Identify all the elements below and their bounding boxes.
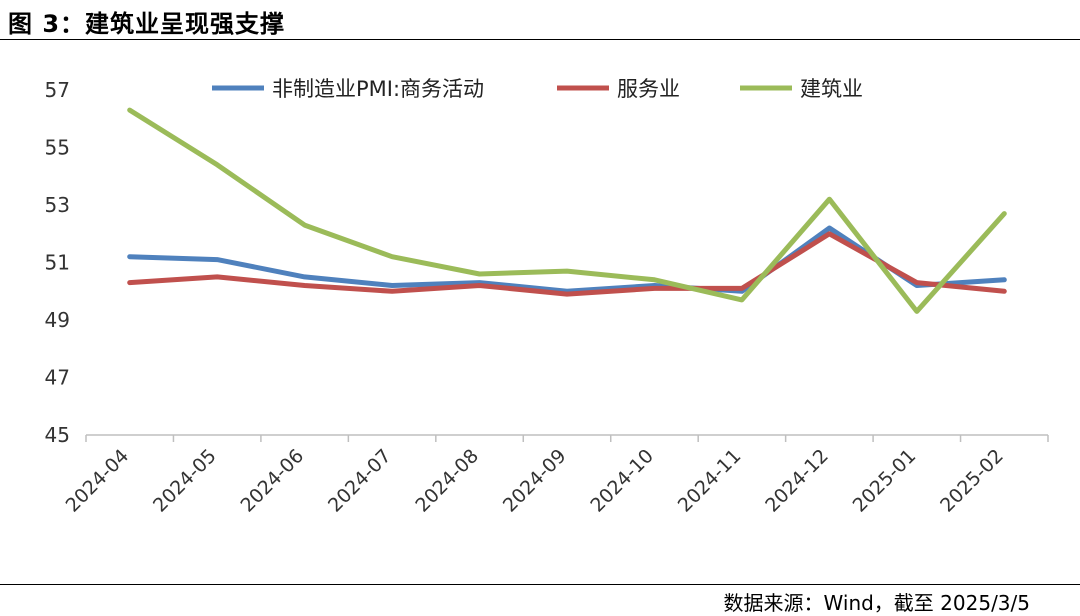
y-tick-label: 53 — [45, 193, 70, 217]
legend: 非制造业PMI:商务活动 服务业 建筑业 — [212, 77, 863, 101]
x-axis: 2024-04 2024-05 2024-06 2024-07 2024-08 2024-… — [62, 434, 1049, 517]
x-tick-label: 2025-01 — [849, 445, 921, 517]
source-rule — [0, 584, 1080, 585]
x-tick-label: 2024-08 — [411, 445, 483, 517]
y-tick-label: 55 — [45, 136, 70, 160]
series-line-2 — [127, 107, 1007, 314]
source-note: 数据来源：Wind，截至 2025/3/5 — [723, 591, 1030, 615]
y-tick-label: 47 — [45, 366, 70, 390]
y-tick-label: 49 — [45, 308, 70, 332]
x-tick-label: 2024-10 — [586, 445, 658, 517]
x-tick-label: 2024-12 — [761, 445, 833, 517]
x-tick-label: 2024-07 — [324, 445, 396, 517]
figure-title: 图 3：建筑业呈现强支撑 — [8, 10, 286, 38]
y-tick-label: 45 — [45, 423, 70, 447]
series-line-1 — [127, 231, 1007, 297]
title-rule — [0, 39, 1080, 40]
y-tick-label: 51 — [45, 251, 70, 275]
x-tick-label: 2024-05 — [149, 445, 221, 517]
x-tick-label: 2024-04 — [62, 445, 134, 517]
x-tick-label: 2024-11 — [674, 445, 746, 517]
legend-label: 非制造业PMI:商务活动 — [272, 77, 484, 101]
legend-label: 服务业 — [617, 77, 680, 101]
legend-label: 建筑业 — [800, 77, 863, 101]
y-tick-label: 57 — [45, 78, 70, 102]
y-axis: 45 47 49 51 53 55 57 — [45, 78, 70, 447]
series-layer — [127, 107, 1007, 314]
x-tick-label: 2024-06 — [236, 445, 308, 517]
x-tick-label: 2025-02 — [936, 445, 1008, 517]
series-line-0 — [127, 225, 1007, 294]
x-tick-label: 2024-09 — [499, 445, 571, 517]
